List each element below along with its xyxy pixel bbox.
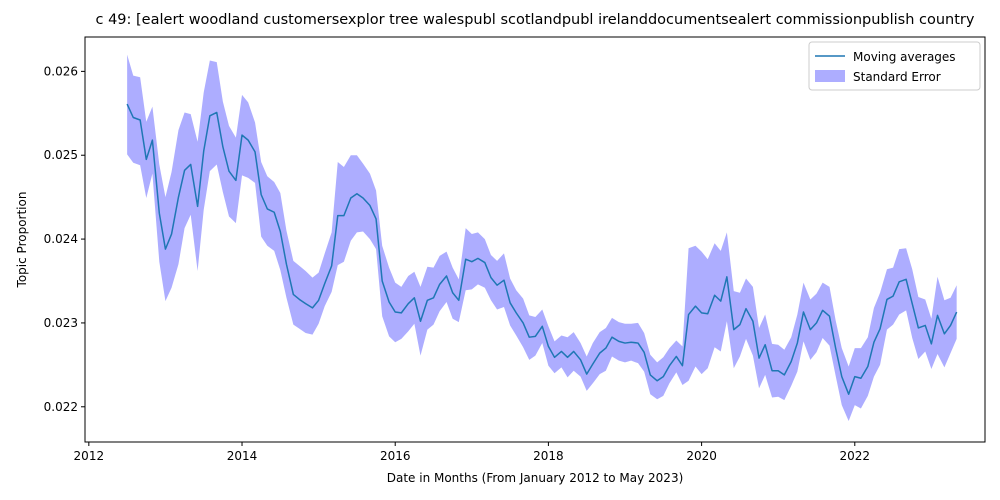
y-tick-label: 0.024	[44, 232, 78, 246]
line-layer	[126, 103, 958, 395]
y-axis-label: Topic Proportion	[15, 192, 29, 289]
band-layer	[127, 54, 957, 422]
standard-error-band	[127, 54, 957, 422]
legend-band-swatch	[815, 70, 845, 82]
legend-label-standard-error: Standard Error	[853, 70, 941, 84]
x-tick-label: 2018	[533, 449, 564, 463]
x-tick-label: 2016	[380, 449, 411, 463]
x-axis-ticks: 2012 2014 2016 2018 2020 2022	[74, 442, 871, 463]
y-axis-ticks: 0.022 0.023 0.024 0.025 0.026	[44, 64, 85, 414]
legend-label-moving-averages: Moving averages	[853, 50, 956, 64]
moving-averages-line	[126, 103, 958, 395]
y-tick-label: 0.022	[44, 400, 78, 414]
x-tick-label: 2022	[840, 449, 871, 463]
legend: Moving averages Standard Error	[808, 41, 981, 91]
x-axis-label: Date in Months (From January 2012 to May…	[387, 471, 684, 485]
y-tick-label: 0.026	[44, 64, 78, 78]
y-tick-label: 0.023	[44, 316, 78, 330]
legend-box	[808, 41, 981, 91]
x-tick-label: 2020	[686, 449, 717, 463]
x-tick-label: 2014	[227, 449, 258, 463]
y-tick-label: 0.025	[44, 148, 78, 162]
x-tick-label: 2012	[74, 449, 105, 463]
chart-title: c 49: [ealert woodland customersexplor t…	[96, 12, 975, 28]
